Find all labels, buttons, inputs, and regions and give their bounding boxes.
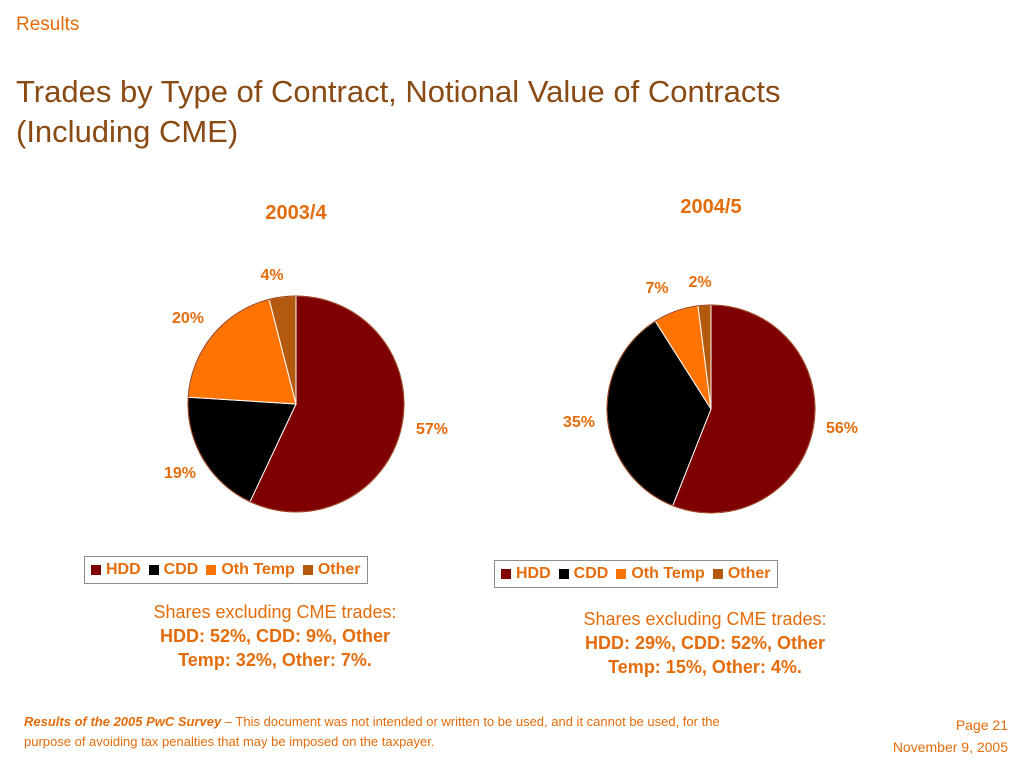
chart-title-2004-5: 2004/5 [680,196,742,218]
legend-label: Oth Temp [221,561,295,578]
legend-swatch [206,565,217,575]
legend-2003-4: HDD CDD Oth Temp Other [84,556,368,584]
note-line2: HDD: 52%, CDD: 9%, Other [159,626,391,646]
legend-item: Oth Temp [206,561,295,579]
note-2003-4: Shares excluding CME trades: HDD: 52%, C… [110,600,440,672]
note-line2: HDD: 29%, CDD: 52%, Other [584,633,826,653]
legend-swatch [558,569,569,579]
legend-label: CDD [573,565,609,582]
legend-label: HDD [516,565,551,582]
pie-data-label: 4% [260,267,283,284]
legend-label: Other [727,565,771,582]
pie-data-label: 20% [172,310,204,327]
footer-disclaimer-text: – This document was not intended or writ… [24,714,720,749]
legend-swatch [712,569,723,579]
legend-2004-5: HDD CDD Oth Temp Other [494,560,778,588]
page-number: Page 21 [955,717,1008,733]
footer-date: November 9, 2005 [892,739,1008,755]
legend-label: HDD [106,561,141,578]
slide-title-line2: (Including CME) [16,114,239,149]
footer-disclaimer: Results of the 2005 PwC Survey – This do… [24,712,724,752]
note-line1: Shares excluding CME trades: [153,602,397,622]
legend-label: Oth Temp [631,565,705,582]
footer-page-info: Page 21 November 9, 2005 [893,714,1008,758]
note-2004-5: Shares excluding CME trades: HDD: 29%, C… [540,607,870,679]
legend-label: Other [317,561,361,578]
legend-swatch [91,565,101,575]
pie-data-label: 57% [416,421,448,438]
chart-title-2003-4: 2003/4 [265,202,327,224]
slide-title-line1: Trades by Type of Contract, Notional Val… [16,74,781,109]
pie-data-label: 19% [164,465,196,482]
legend-item: Oth Temp [616,565,705,583]
legend-swatch [616,569,627,579]
legend-item: Other [712,565,771,583]
legend-item: HDD [91,561,141,579]
legend-label: CDD [163,561,199,578]
note-line3: Temp: 32%, Other: 7%. [178,650,372,670]
pie-outline [187,295,405,513]
legend-item: HDD [501,565,551,583]
note-line3: Temp: 15%, Other: 4%. [608,657,802,677]
legend-swatch [302,565,313,575]
section-label: Results [16,14,80,35]
legend-swatch [148,565,159,575]
slide-title: Trades by Type of Contract, Notional Val… [16,72,916,152]
note-line1: Shares excluding CME trades: [583,609,827,629]
legend-item: Other [302,561,361,579]
legend-item: CDD [148,561,199,579]
footer-survey-title: Results of the 2005 PwC Survey [24,714,222,729]
legend-swatch [501,569,511,579]
legend-item: CDD [558,565,609,583]
